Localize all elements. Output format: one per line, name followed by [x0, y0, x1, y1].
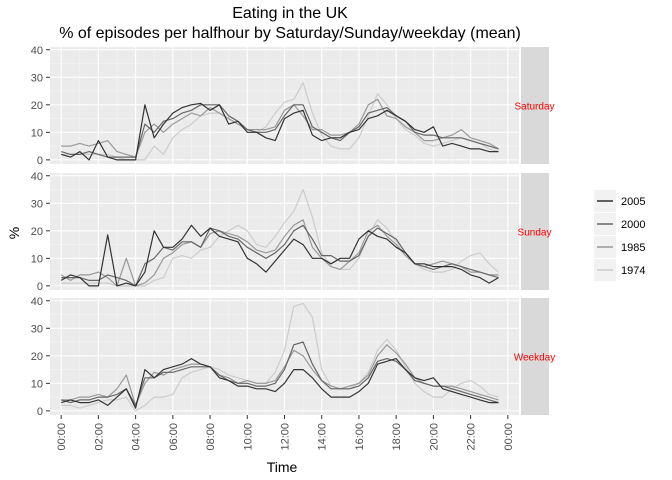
x-axis-label: Time	[267, 459, 298, 475]
series-line-2005	[61, 102, 499, 161]
series-line-2005	[60, 224, 499, 287]
x-tick-label: 08:00	[205, 423, 217, 451]
series-line-1974	[61, 302, 499, 412]
facet-strip	[521, 173, 549, 290]
y-tick-label: 40	[31, 171, 43, 183]
x-tick-label: 04:00	[131, 423, 143, 451]
facet-panels: 0 10 20 30 40 Saturday 0 10 20 30 40 Sunday 0 10 20 30 4…	[31, 45, 556, 418]
series-line-2000	[61, 341, 499, 406]
strip-label: Sunday	[518, 228, 552, 239]
y-tick-label: 30	[31, 198, 43, 210]
legend-label: 1974	[621, 265, 645, 277]
x-tick-label: 22:00	[466, 423, 478, 451]
facet-strip	[521, 298, 549, 415]
x-tick-label: 16:00	[354, 423, 366, 451]
y-tick-label: 10	[31, 127, 43, 139]
strip-label: Saturday	[514, 102, 554, 113]
facet-strip	[521, 47, 549, 164]
x-tick-label: 18:00	[391, 423, 403, 451]
x-tick-label: 00:00	[56, 423, 68, 451]
y-tick-label: 40	[31, 45, 43, 57]
legend-label: 1985	[621, 242, 645, 254]
chart-title: Eating in the UK	[232, 5, 348, 22]
legend: 2005 2000 1985 1974	[592, 188, 652, 282]
y-tick-label: 0	[37, 281, 43, 293]
y-tick-label: 20	[31, 351, 43, 363]
y-tick-label: 10	[31, 378, 43, 390]
y-tick-label: 20	[31, 226, 43, 238]
series-line-1985	[60, 219, 499, 287]
panel-saturday: 0 10 20 30 40 Saturday	[31, 45, 555, 167]
y-tick-label: 20	[31, 100, 43, 112]
legend-label: 2000	[621, 219, 645, 231]
x-tick-label: 12:00	[280, 423, 292, 451]
x-axis: 00:00 02:00 04:00 06:00 08:00 10:00 12:00 14:00…	[56, 415, 515, 451]
y-tick-label: 0	[37, 406, 43, 418]
x-tick-label: 06:00	[168, 423, 180, 451]
y-tick-label: 30	[31, 72, 43, 84]
y-tick-label: 30	[31, 323, 43, 335]
x-tick-label: 20:00	[428, 423, 440, 451]
panel-sunday: 0 10 20 30 40 Sunday	[31, 171, 552, 293]
x-tick-label: 00:00	[503, 423, 515, 451]
x-tick-label: 14:00	[317, 423, 329, 451]
y-tick-label: 10	[31, 253, 43, 265]
y-tick-label: 40	[31, 296, 43, 308]
chart-subtitle: % of episodes per halfhour by Saturday/S…	[59, 25, 521, 42]
panel-weekday: 0 10 20 30 40 Weekday	[31, 296, 556, 418]
x-tick-label: 02:00	[93, 423, 105, 451]
y-axis-label: %	[6, 227, 22, 239]
x-tick-label: 10:00	[242, 423, 254, 451]
y-tick-label: 0	[37, 155, 43, 167]
series-line-2000	[61, 104, 499, 158]
strip-label: Weekday	[514, 353, 556, 364]
series-line-2005	[61, 358, 499, 409]
legend-label: 2005	[621, 196, 645, 208]
